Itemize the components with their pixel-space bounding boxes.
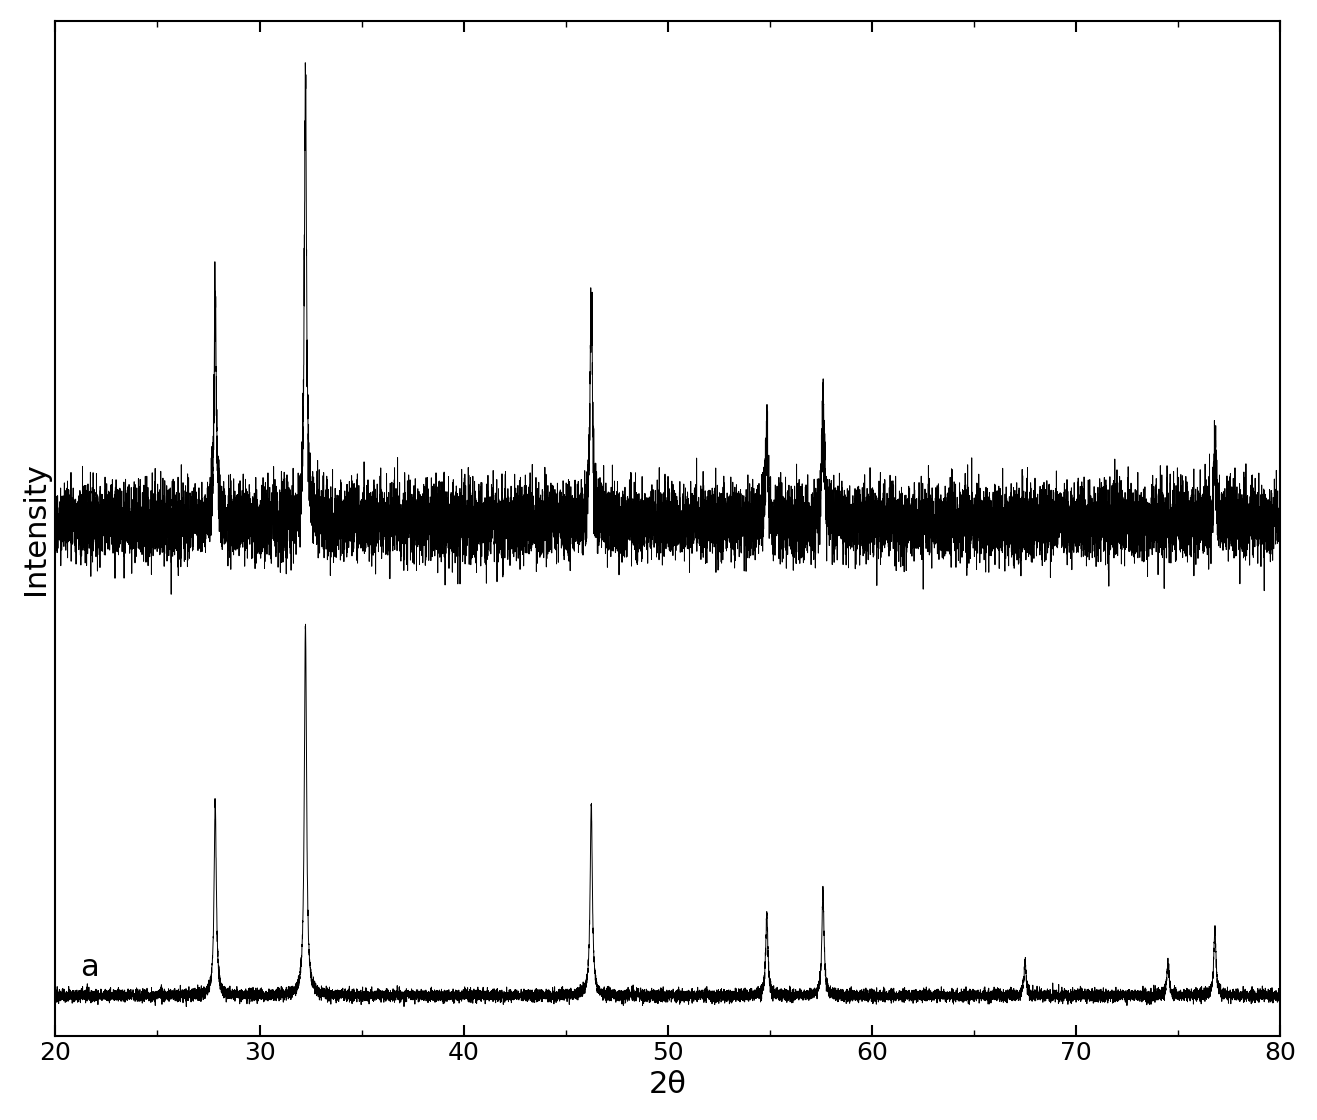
Text: a: a — [80, 953, 99, 982]
X-axis label: 2θ: 2θ — [649, 1071, 686, 1099]
Text: b: b — [80, 485, 99, 514]
Y-axis label: Intensity: Intensity — [21, 461, 50, 595]
